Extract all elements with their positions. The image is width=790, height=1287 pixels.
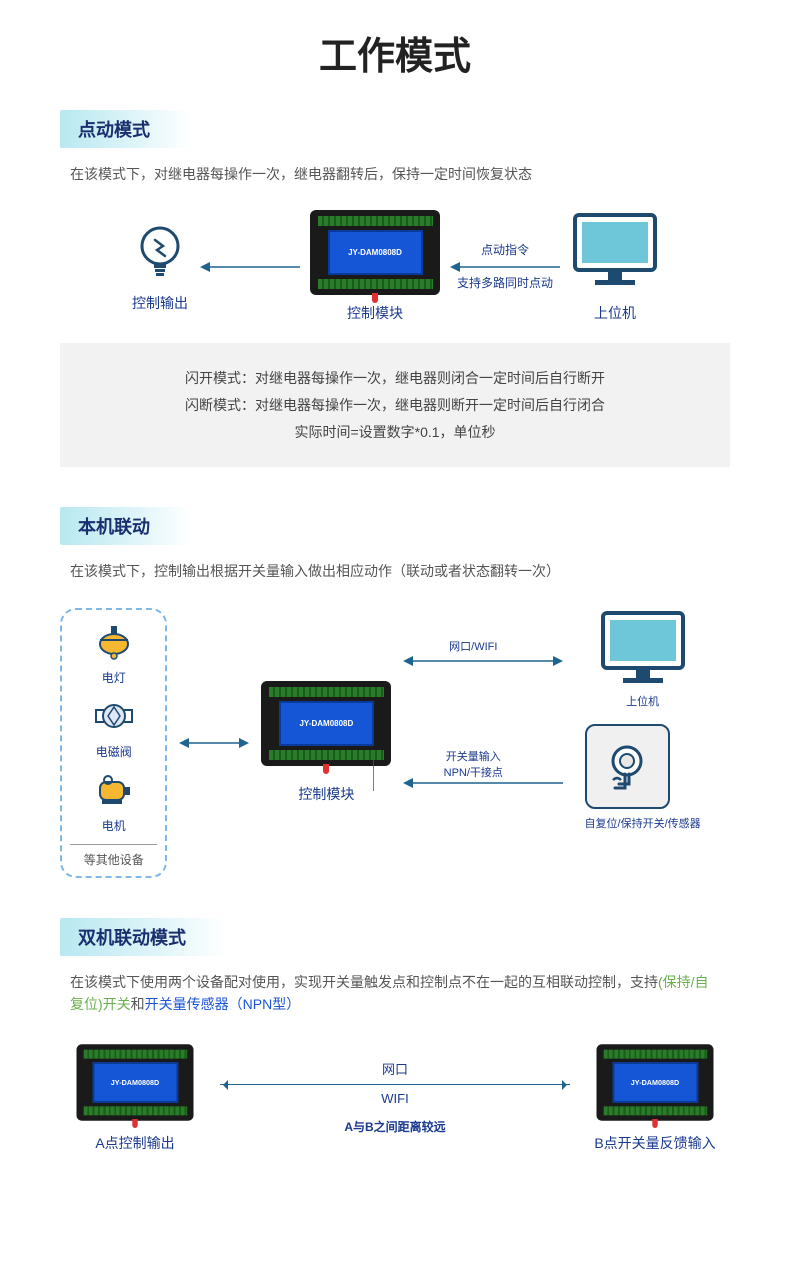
s3-desc-blue: 开关量传感器（NPN型） bbox=[145, 996, 301, 1012]
module-label: 控制模块 bbox=[310, 303, 440, 323]
monitor2-icon bbox=[598, 675, 688, 692]
switch-box bbox=[585, 724, 670, 809]
section3-desc: 在该模式下使用两个设备配对使用，实现开关量触发点和控制点不在一起的互相联动控制，… bbox=[70, 971, 720, 1016]
conn1: 网口 bbox=[220, 1059, 570, 1078]
arrow-label1: 点动指令 bbox=[481, 241, 529, 260]
arrow-bi-1 bbox=[179, 608, 249, 878]
section3-header: 双机联动模式 bbox=[60, 918, 226, 956]
arrow-label2: 支持多路同时点动 bbox=[457, 274, 553, 293]
device-panel: 电灯 电磁阀 电机 等其他设备 bbox=[60, 608, 167, 878]
dev-motor: 电机 bbox=[70, 770, 157, 834]
a-label: A点控制输出 bbox=[70, 1133, 200, 1153]
module-b: JY-DAM0808D B点开关量反馈输入 bbox=[590, 1040, 720, 1153]
diagram1: 控制输出 JY-DAM0808D 控制模块 点动指令 支持多路同时点动 上位机 bbox=[60, 210, 730, 323]
monitor-icon bbox=[570, 277, 660, 294]
conn-bot1: 开关量输入 bbox=[403, 748, 543, 764]
d2-center: JY-DAM0808D 控制模块 bbox=[261, 608, 391, 878]
module-b-text: JY-DAM0808D bbox=[612, 1063, 698, 1104]
host-label: 上位机 bbox=[570, 303, 660, 323]
panel-footer: 等其他设备 bbox=[70, 844, 157, 868]
d3-center: 网口 WIFI A与B之间距离较远 bbox=[200, 1059, 590, 1135]
switch-label: 自复位/保持开关/传感器 bbox=[585, 815, 701, 831]
module-node: JY-DAM0808D 控制模块 bbox=[310, 210, 440, 323]
section1-header: 点动模式 bbox=[60, 110, 190, 148]
module-text: JY-DAM0808D bbox=[328, 230, 423, 275]
d2-right: 上位机 自复位/保持开关/传感器 bbox=[555, 608, 730, 878]
arrow-right-group: 点动指令 支持多路同时点动 bbox=[450, 241, 560, 293]
module2-label: 控制模块 bbox=[261, 784, 391, 804]
s3-desc-mid: 和 bbox=[131, 996, 145, 1012]
host2-label: 上位机 bbox=[598, 693, 688, 709]
output-node: 控制输出 bbox=[130, 220, 190, 313]
gray-line2: 闪断模式：对继电器每操作一次，继电器则断开一定时间后自行闭合 bbox=[90, 392, 700, 419]
b-label: B点开关量反馈输入 bbox=[590, 1133, 720, 1153]
module-a: JY-DAM0808D A点控制输出 bbox=[70, 1040, 200, 1153]
gray-info-box: 闪开模式：对继电器每操作一次，继电器则闭合一定时间后自行断开 闪断模式：对继电器… bbox=[60, 343, 730, 467]
gray-line1: 闪开模式：对继电器每操作一次，继电器则闭合一定时间后自行断开 bbox=[90, 365, 700, 392]
dev-valve-label: 电磁阀 bbox=[70, 743, 157, 760]
diagram3: JY-DAM0808D A点控制输出 网口 WIFI A与B之间距离较远 JY-… bbox=[70, 1040, 720, 1153]
gray-line3: 实际时间=设置数字*0.1，单位秒 bbox=[90, 419, 700, 446]
distance: A与B之间距离较远 bbox=[220, 1118, 570, 1135]
bulb-icon bbox=[130, 267, 190, 284]
module-a-text: JY-DAM0808D bbox=[92, 1063, 178, 1104]
section1-desc: 在该模式下，对继电器每操作一次，继电器翻转后，保持一定时间恢复状态 bbox=[70, 163, 720, 185]
s3-desc-pre: 在该模式下使用两个设备配对使用，实现开关量触发点和控制点不在一起的互相联动控制，… bbox=[70, 974, 658, 990]
section2-desc: 在该模式下，控制输出根据开关量输入做出相应动作（联动或者状态翻转一次） bbox=[70, 560, 720, 582]
dev-valve: 电磁阀 bbox=[70, 696, 157, 760]
page-title: 工作模式 bbox=[0, 0, 790, 100]
dev-lamp: 电灯 bbox=[70, 622, 157, 686]
dev-motor-label: 电机 bbox=[70, 817, 157, 834]
host-node: 上位机 bbox=[570, 210, 660, 323]
conn-top: 网口/WIFI bbox=[403, 638, 543, 654]
dev-lamp-label: 电灯 bbox=[70, 669, 157, 686]
module2-text: JY-DAM0808D bbox=[279, 701, 374, 746]
arrow-left bbox=[200, 259, 300, 275]
d2-conn: 网口/WIFI 开关量输入 NPN/干接点 bbox=[403, 608, 543, 878]
diagram2: 电灯 电磁阀 电机 等其他设备 JY-DAM0808D 控制模块 网口/WIFI bbox=[60, 608, 730, 878]
section2-header: 本机联动 bbox=[60, 507, 190, 545]
conn2: WIFI bbox=[220, 1091, 570, 1106]
output-label: 控制输出 bbox=[130, 293, 190, 313]
